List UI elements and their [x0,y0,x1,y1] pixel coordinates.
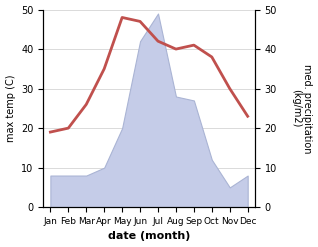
Y-axis label: med. precipitation
(kg/m2): med. precipitation (kg/m2) [291,64,313,153]
X-axis label: date (month): date (month) [108,231,190,242]
Y-axis label: max temp (C): max temp (C) [5,75,16,142]
